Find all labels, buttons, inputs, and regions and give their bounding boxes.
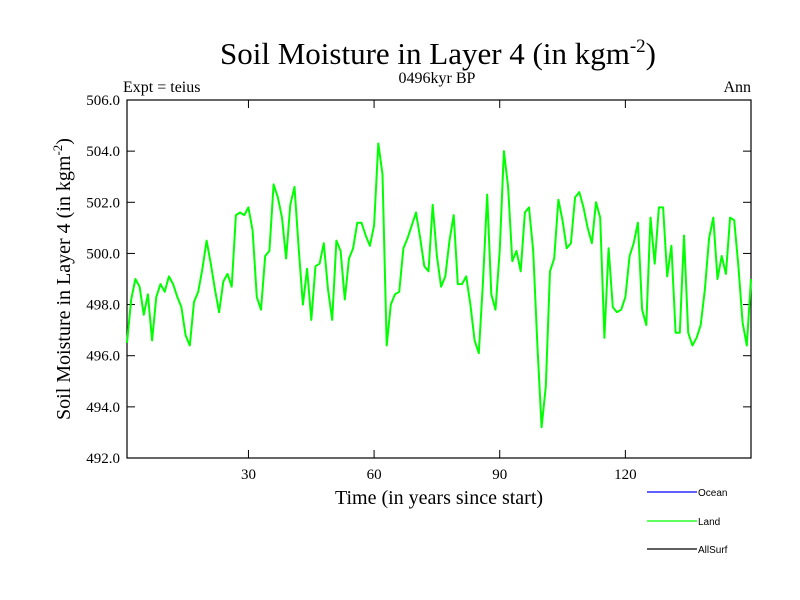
plot-frame: [126, 99, 752, 459]
series-line-land: [126, 142, 752, 429]
y-tick-label: 496.0: [86, 349, 120, 365]
series-layer: [126, 142, 752, 429]
y-tick-label: 498.0: [86, 298, 120, 314]
y-tick-label: 502.0: [86, 195, 120, 211]
legend-label-allsurf: AllSurf: [698, 545, 728, 556]
x-tick-label: 60: [367, 467, 382, 483]
legend-label-ocean: Ocean: [698, 488, 727, 499]
y-axis-label: Soil Moisture in Layer 4 (in kgm-2): [50, 138, 75, 420]
x-tick-label: 90: [492, 467, 507, 483]
y-tick-label: 500.0: [86, 246, 120, 262]
y-tick-label: 492.0: [86, 451, 120, 467]
x-axis: 30 60 90 120: [241, 100, 637, 483]
chart-subtitle: 0496kyr BP: [399, 70, 476, 87]
x-tick-label: 30: [241, 467, 256, 483]
x-tick-label: 120: [614, 467, 637, 483]
y-tick-label: 494.0: [86, 400, 120, 416]
x-axis-label: Time (in years since start): [335, 487, 543, 509]
legend: Ocean Land AllSurf: [647, 488, 728, 556]
legend-label-land: Land: [698, 517, 720, 528]
experiment-label: Expt = teius: [123, 79, 200, 96]
y-axis: 492.0 494.0 496.0 498.0 500.0 502.0 504.0 506.0: [86, 93, 751, 467]
season-label: Ann: [723, 79, 751, 96]
chart-title: Soil Moisture in Layer 4 (in kgm-2): [220, 36, 656, 71]
y-tick-label: 504.0: [86, 144, 120, 160]
y-tick-label: 506.0: [86, 93, 120, 109]
